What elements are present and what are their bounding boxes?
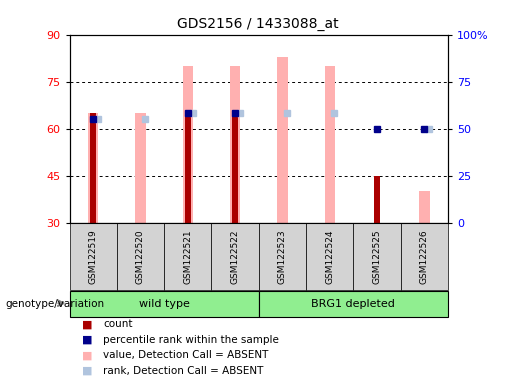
Text: rank, Detection Call = ABSENT: rank, Detection Call = ABSENT: [103, 366, 263, 376]
Text: GSM122521: GSM122521: [183, 229, 192, 284]
Text: percentile rank within the sample: percentile rank within the sample: [103, 335, 279, 345]
Text: wild type: wild type: [139, 299, 190, 309]
Text: BRG1 depleted: BRG1 depleted: [312, 299, 396, 309]
Bar: [232, 113, 238, 223]
Bar: [212, 223, 259, 290]
Bar: [135, 113, 146, 223]
Bar: [88, 113, 98, 223]
Bar: [230, 66, 241, 223]
Bar: [353, 223, 401, 290]
Bar: [419, 191, 430, 223]
Bar: [164, 223, 212, 290]
Text: GSM122520: GSM122520: [136, 229, 145, 284]
Text: count: count: [103, 319, 132, 329]
Text: ■: ■: [82, 366, 93, 376]
Bar: [277, 56, 288, 223]
Text: GSM122523: GSM122523: [278, 229, 287, 284]
Text: GSM122526: GSM122526: [420, 229, 429, 284]
Bar: [90, 113, 96, 223]
Text: GDS2156 / 1433088_at: GDS2156 / 1433088_at: [177, 17, 338, 31]
Bar: [70, 223, 117, 290]
Text: ■: ■: [82, 335, 93, 345]
Bar: [117, 223, 164, 290]
Bar: [401, 223, 448, 290]
Text: GSM122525: GSM122525: [372, 229, 382, 284]
Bar: [183, 66, 193, 223]
Text: GSM122519: GSM122519: [89, 229, 98, 284]
Text: ■: ■: [82, 319, 93, 329]
Bar: [259, 291, 448, 317]
Bar: [259, 223, 306, 290]
Text: value, Detection Call = ABSENT: value, Detection Call = ABSENT: [103, 350, 268, 360]
Text: ■: ■: [82, 350, 93, 360]
Bar: [306, 223, 353, 290]
Text: genotype/variation: genotype/variation: [5, 299, 104, 309]
Bar: [324, 66, 335, 223]
Bar: [374, 176, 380, 223]
Bar: [70, 291, 259, 317]
Text: GSM122524: GSM122524: [325, 229, 334, 283]
Text: GSM122522: GSM122522: [231, 229, 239, 283]
Bar: [185, 113, 191, 223]
